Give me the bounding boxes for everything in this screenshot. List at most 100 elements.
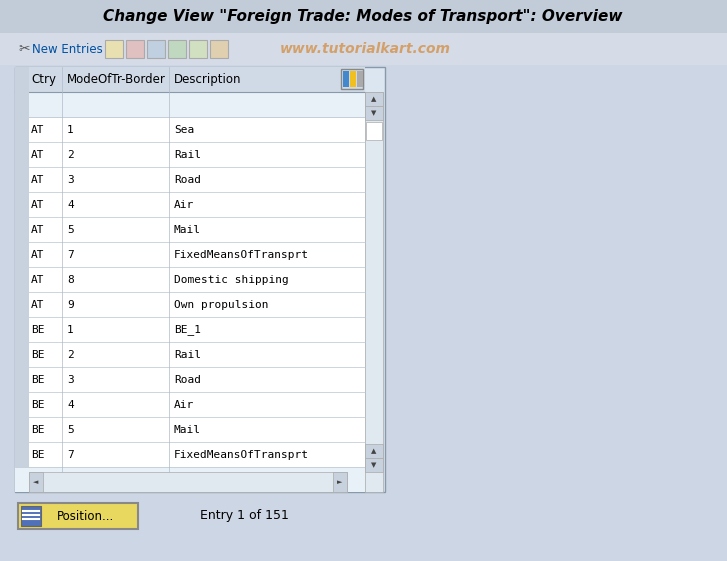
Bar bbox=[15, 242, 29, 267]
Bar bbox=[15, 142, 365, 167]
Text: BE: BE bbox=[31, 350, 44, 360]
Bar bbox=[15, 92, 365, 117]
Bar bbox=[29, 472, 347, 492]
Bar bbox=[168, 40, 186, 58]
Text: Entry 1 of 151: Entry 1 of 151 bbox=[200, 509, 289, 522]
Bar bbox=[15, 117, 29, 142]
Bar bbox=[15, 442, 29, 467]
Text: Change View "Foreign Trade: Modes of Transport": Overview: Change View "Foreign Trade: Modes of Tra… bbox=[103, 9, 623, 24]
Text: ▲: ▲ bbox=[371, 448, 377, 454]
Bar bbox=[15, 92, 29, 117]
Bar bbox=[365, 458, 383, 472]
Text: ▼: ▼ bbox=[371, 110, 377, 116]
Bar bbox=[15, 342, 29, 367]
Text: ModeOfTr-Border: ModeOfTr-Border bbox=[67, 73, 166, 86]
Text: ✂: ✂ bbox=[18, 42, 30, 56]
Bar bbox=[15, 217, 29, 242]
Text: ▲: ▲ bbox=[371, 96, 377, 102]
Bar bbox=[15, 167, 29, 192]
Bar bbox=[366, 122, 382, 140]
Bar bbox=[147, 40, 165, 58]
Bar bbox=[105, 40, 123, 58]
Text: BE: BE bbox=[31, 449, 44, 459]
Bar bbox=[365, 92, 383, 106]
Text: BE: BE bbox=[31, 324, 44, 334]
Text: Air: Air bbox=[174, 399, 194, 410]
Bar bbox=[15, 142, 29, 167]
Bar bbox=[15, 417, 365, 442]
Text: 3: 3 bbox=[67, 375, 73, 384]
Text: www.tutorialkart.com: www.tutorialkart.com bbox=[280, 42, 451, 56]
Text: BE: BE bbox=[31, 399, 44, 410]
Bar bbox=[15, 342, 365, 367]
Text: 4: 4 bbox=[67, 399, 73, 410]
Bar bbox=[15, 367, 29, 392]
Bar bbox=[15, 292, 29, 317]
Text: 1: 1 bbox=[67, 324, 73, 334]
Bar bbox=[126, 40, 144, 58]
Bar bbox=[15, 192, 365, 217]
Bar bbox=[15, 367, 365, 392]
Bar bbox=[21, 506, 41, 526]
Text: Road: Road bbox=[174, 174, 201, 185]
Bar bbox=[15, 242, 365, 267]
Text: 5: 5 bbox=[67, 224, 73, 234]
Text: Own propulsion: Own propulsion bbox=[174, 300, 268, 310]
Text: 5: 5 bbox=[67, 425, 73, 435]
Bar bbox=[0, 33, 727, 65]
Text: ◄: ◄ bbox=[33, 479, 39, 485]
Bar bbox=[15, 67, 29, 92]
Text: Road: Road bbox=[174, 375, 201, 384]
Bar bbox=[29, 472, 43, 492]
Text: FixedMeansOfTransprt: FixedMeansOfTransprt bbox=[174, 449, 309, 459]
Text: ▼: ▼ bbox=[371, 462, 377, 468]
Bar bbox=[365, 106, 383, 120]
Text: Ctry: Ctry bbox=[31, 73, 56, 86]
Bar bbox=[15, 67, 365, 92]
Bar bbox=[15, 392, 29, 417]
Text: 8: 8 bbox=[67, 274, 73, 284]
Bar bbox=[15, 267, 29, 292]
Text: AT: AT bbox=[31, 274, 44, 284]
Text: Description: Description bbox=[174, 73, 241, 86]
Bar bbox=[15, 392, 365, 417]
Text: AT: AT bbox=[31, 149, 44, 159]
Bar bbox=[15, 417, 29, 442]
Bar bbox=[15, 192, 29, 217]
Bar bbox=[210, 40, 228, 58]
Bar bbox=[15, 267, 365, 292]
Text: Rail: Rail bbox=[174, 149, 201, 159]
Bar bbox=[341, 69, 363, 89]
Text: BE: BE bbox=[31, 375, 44, 384]
Bar bbox=[15, 317, 365, 342]
Text: Rail: Rail bbox=[174, 350, 201, 360]
Bar bbox=[15, 67, 385, 492]
Text: AT: AT bbox=[31, 174, 44, 185]
Bar bbox=[15, 317, 29, 342]
Text: Mail: Mail bbox=[174, 224, 201, 234]
Text: 3: 3 bbox=[67, 174, 73, 185]
Text: 4: 4 bbox=[67, 200, 73, 209]
Bar bbox=[357, 71, 364, 87]
Bar bbox=[189, 40, 207, 58]
Text: AT: AT bbox=[31, 300, 44, 310]
Text: 9: 9 bbox=[67, 300, 73, 310]
Bar bbox=[0, 0, 727, 33]
Bar bbox=[365, 92, 383, 492]
Text: AT: AT bbox=[31, 250, 44, 260]
Bar bbox=[15, 117, 365, 142]
Text: BE: BE bbox=[31, 425, 44, 435]
Bar bbox=[15, 442, 365, 467]
Text: AT: AT bbox=[31, 125, 44, 135]
Text: Mail: Mail bbox=[174, 425, 201, 435]
Bar bbox=[15, 167, 365, 192]
Text: Position...: Position... bbox=[57, 509, 115, 522]
Text: ►: ► bbox=[337, 479, 342, 485]
Text: 7: 7 bbox=[67, 250, 73, 260]
Text: 7: 7 bbox=[67, 449, 73, 459]
Text: AT: AT bbox=[31, 200, 44, 209]
Text: BE_1: BE_1 bbox=[174, 324, 201, 335]
Bar bbox=[350, 71, 356, 87]
Bar bbox=[15, 217, 365, 242]
Text: FixedMeansOfTransprt: FixedMeansOfTransprt bbox=[174, 250, 309, 260]
